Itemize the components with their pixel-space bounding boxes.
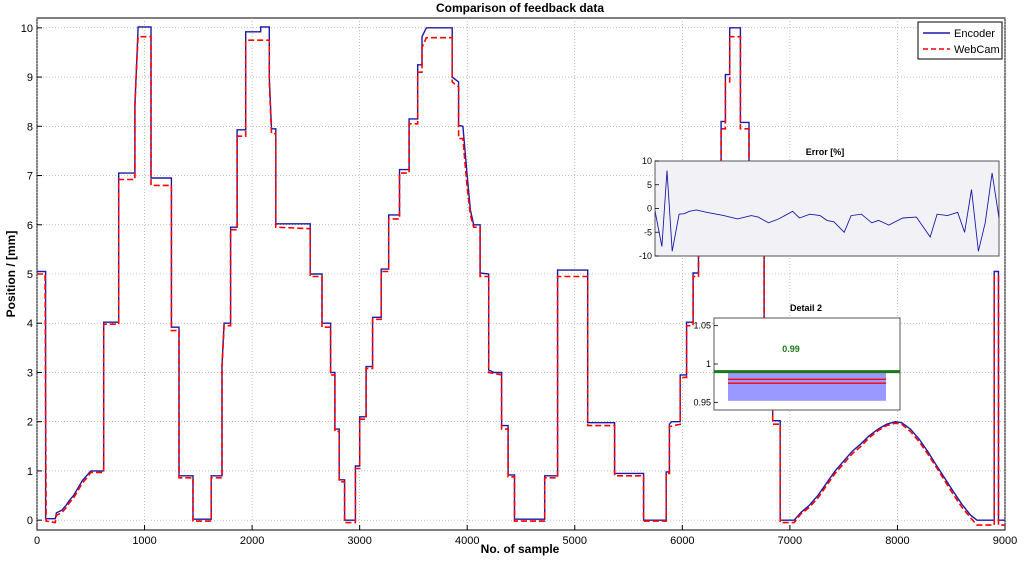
error-y-tick-label: -5: [644, 227, 652, 237]
series-line-webcam: [37, 35, 1005, 526]
detail-annotation: 0.99: [782, 344, 800, 354]
y-tick-label: 2: [27, 417, 33, 429]
error-inset-title: Error [%]: [806, 147, 845, 157]
x-tick-label: 8000: [885, 535, 909, 547]
error-y-tick-label: 5: [647, 180, 652, 190]
detail-band: [728, 371, 886, 401]
x-tick-label: 5000: [563, 535, 587, 547]
error-inset: Error [%] 10 5 0 -5 -10: [639, 147, 1000, 261]
x-axis-label: No. of sample: [481, 542, 560, 556]
y-tick-label: 8: [27, 121, 33, 133]
y-axis-ticks: 0 1 2 3 4 5 6 7 8 9 10: [21, 23, 42, 527]
y-tick-label: 4: [27, 318, 33, 330]
y-tick-label: 10: [21, 23, 33, 35]
y-tick-label: 3: [27, 367, 33, 379]
error-y-tick-label: 10: [642, 156, 652, 166]
x-tick-label: 0: [34, 535, 40, 547]
y-tick-label: 1: [27, 466, 33, 478]
detail-y-tick-label: 1.05: [693, 321, 711, 331]
error-inset-frame: [654, 160, 1000, 257]
series-layer: [37, 26, 1005, 526]
legend-webcam-label: WebCam: [954, 44, 1000, 56]
y-tick-label: 0: [27, 515, 33, 527]
y-tick-label: 9: [27, 72, 33, 84]
legend-box: [917, 21, 1003, 60]
error-series-line: [654, 170, 1000, 252]
detail-y-tick-label: 1: [706, 359, 711, 369]
x-tick-label: 4000: [455, 535, 479, 547]
x-tick-label: 1000: [132, 535, 156, 547]
legend-encoder-label: Encoder: [954, 28, 995, 40]
y-axis-label: Position / [mm]: [4, 231, 18, 318]
x-tick-label: 3000: [347, 535, 371, 547]
x-tick-label: 6000: [670, 535, 694, 547]
chart-title: Comparison of feedback data: [436, 1, 604, 15]
y-tick-label: 6: [27, 220, 33, 232]
x-tick-label: 7000: [778, 535, 802, 547]
detail-inset-content: [714, 370, 900, 401]
y-tick-label: 7: [27, 171, 33, 183]
error-inset-series: [654, 170, 1000, 252]
error-y-tick-label: 0: [647, 204, 652, 214]
x-axis-ticks: 0 1000 2000 3000 4000 5000 6000 7000 8000 9000: [34, 525, 1017, 547]
error-y-tick-label: -10: [639, 251, 652, 261]
y-tick-label: 5: [27, 269, 33, 281]
detail-inset-title: Detail 2: [790, 303, 822, 313]
legend: Encoder WebCam: [917, 21, 1003, 60]
x-tick-label: 9000: [993, 535, 1017, 547]
detail-inset-yticks: 1.05 1 0.95: [693, 321, 718, 407]
detail-y-tick-label: 0.95: [693, 397, 711, 407]
x-tick-label: 2000: [240, 535, 264, 547]
error-inset-yticks: 10 5 0 -5 -10: [639, 156, 659, 261]
detail-inset: Detail 2 1.05 1 0.95 0.99: [693, 303, 901, 411]
